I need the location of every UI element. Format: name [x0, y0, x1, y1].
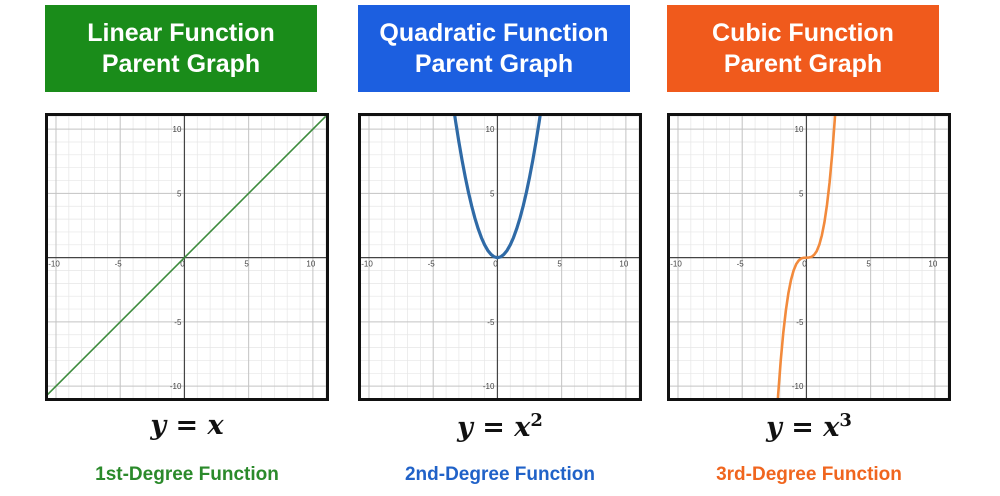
equation-base: y = x — [457, 412, 531, 443]
plot: -10 -5 0 5 10 -10 -5 5 10 — [667, 113, 951, 401]
panel: Quadratic Function Parent Graph -10 -5 0 5 10… — [358, 0, 642, 496]
y-tick-label: -5 — [796, 318, 804, 327]
y-tick-label: 5 — [490, 189, 495, 198]
y-tick-label: -5 — [174, 318, 182, 327]
x-tick-label: 5 — [244, 260, 249, 269]
y-tick-label: -10 — [792, 382, 804, 391]
banner: Linear Function Parent Graph — [45, 5, 317, 92]
equation: y = x3 — [667, 410, 951, 443]
plot-border — [358, 113, 642, 401]
equation-base: y = x — [150, 410, 224, 441]
equation-exponent: 3 — [839, 410, 852, 431]
equation: y = x2 — [358, 410, 642, 443]
x-tick-label: -10 — [670, 260, 682, 269]
plot-border — [45, 113, 329, 401]
equation-exponent: 2 — [530, 410, 543, 431]
x-tick-label: -5 — [115, 260, 123, 269]
equation-base: y = x — [766, 412, 840, 443]
y-tick-label: 10 — [795, 125, 804, 134]
subtitle: 1st-Degree Function — [95, 464, 279, 485]
plot: -10 -5 0 5 10 -10 -5 5 10 — [358, 113, 642, 401]
banner: Quadratic Function Parent Graph — [358, 5, 630, 92]
x-tick-label: 5 — [866, 260, 871, 269]
x-tick-label: 10 — [928, 260, 937, 269]
y-tick-label: 5 — [799, 189, 804, 198]
x-tick-label: 0 — [493, 260, 498, 269]
panel: Cubic Function Parent Graph -10 -5 0 5 10 -10-… — [667, 0, 951, 496]
y-tick-label: 5 — [177, 189, 182, 198]
x-tick-label: 5 — [557, 260, 562, 269]
y-tick-label: 10 — [173, 125, 182, 134]
y-tick-label: 10 — [486, 125, 495, 134]
x-tick-label: -5 — [428, 260, 436, 269]
plot-border — [667, 113, 951, 401]
x-tick-label: 10 — [306, 260, 315, 269]
x-tick-label: -10 — [361, 260, 373, 269]
y-tick-label: -10 — [483, 382, 495, 391]
x-tick-label: -10 — [48, 260, 60, 269]
y-tick-label: -10 — [170, 382, 182, 391]
x-tick-label: 0 — [180, 260, 185, 269]
x-tick-label: -5 — [737, 260, 745, 269]
curve — [47, 115, 327, 397]
panel: Linear Function Parent Graph -10 -5 0 5 10 -10… — [45, 0, 329, 496]
x-tick-label: 0 — [802, 260, 807, 269]
banner: Cubic Function Parent Graph — [667, 5, 939, 92]
equation: y = x — [45, 410, 329, 441]
subtitle: 2nd-Degree Function — [404, 464, 595, 485]
curve — [776, 115, 837, 399]
plot: -10 -5 0 5 10 -10 -5 5 10 — [45, 113, 329, 401]
curve — [453, 115, 542, 260]
x-tick-label: 10 — [619, 260, 628, 269]
subtitle: 3rd-Degree Function — [716, 464, 902, 485]
y-tick-label: -5 — [487, 318, 495, 327]
